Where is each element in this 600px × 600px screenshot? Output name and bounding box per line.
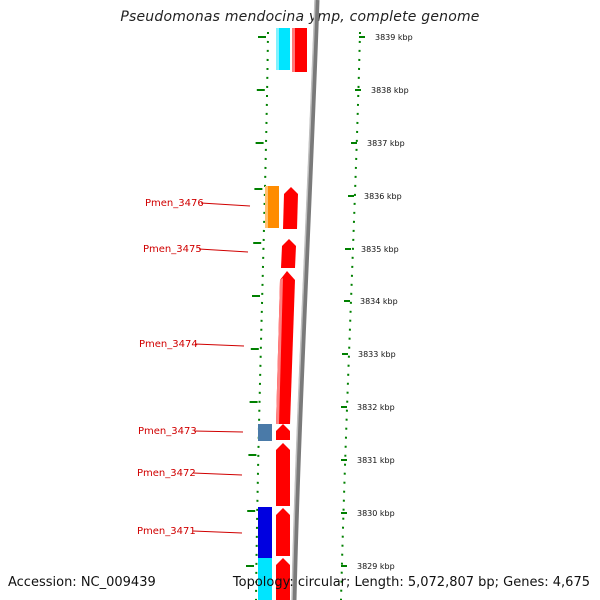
gene-label: Pmen_3475 [143,244,202,255]
topology-text: Topology: circular; Length: 5,072,807 bp… [232,575,590,590]
gene-label: Pmen_3471 [137,526,196,537]
feature-red-3473 [276,424,290,440]
feature-red-3476 [283,187,298,229]
feature-red-top [292,28,307,72]
gene-label: Pmen_3473 [138,426,197,437]
gene-leader-line [192,472,243,476]
feature-cyan-bottom [258,558,272,600]
map-title: Pseudomonas mendocina ymp, complete geno… [120,9,480,25]
feature-red-3475 [281,239,296,268]
outer-tick-ring [340,31,365,600]
tick-label: 3837 kbp [367,139,405,148]
feature-orange [265,186,279,228]
tick-label: 3830 kbp [357,509,395,518]
gene-leader-line [192,530,243,534]
feature-steelblue-3473 [258,424,272,441]
tick-label: 3832 kbp [357,403,395,412]
tick-label: 3833 kbp [358,350,396,359]
feature-blue-3471 [258,507,272,559]
accession-text: Accession: NC_009439 [8,575,156,590]
gene-label: Pmen_3474 [139,339,198,350]
feature-cyan-top [276,28,290,70]
inner-major-ticks [246,36,266,567]
tick-label: 3839 kbp [375,33,413,42]
genome-backbone [291,0,320,600]
gene-label: Pmen_3476 [145,198,204,209]
feature-cyan-top-shade [276,28,279,70]
gene-leader-line [200,202,251,207]
genome-backbone-highlight [291,0,316,600]
feature-red-3471 [276,508,290,556]
gene-leader-line [193,430,244,433]
feature-red-bottom [276,558,290,600]
feature-orange-shade [265,186,268,228]
tick-label: 3829 kbp [357,562,395,571]
features [258,28,307,600]
gene-label: Pmen_3472 [137,468,196,479]
gene-leader-line [194,343,245,347]
feature-red-3472 [276,443,290,506]
tick-label: 3831 kbp [357,456,395,465]
tick-label: 3836 kbp [364,192,402,201]
tick-label: 3838 kbp [371,86,409,95]
feature-red-top-shade [292,28,295,72]
tick-label: 3834 kbp [360,297,398,306]
inner-tick-ring [246,31,269,600]
tick-label: 3835 kbp [361,245,399,254]
feature-red-3474-shade [276,278,283,424]
gene-leader-line [198,248,249,253]
axis-tick-labels: 3839 kbp 3838 kbp 3837 kbp 3836 kbp 3835 kbp… [357,33,413,571]
outer-major-ticks [341,36,365,567]
gene-labels: Pmen_3476 Pmen_3475 Pmen_3474 Pmen_3473 Pmen… [137,198,251,537]
